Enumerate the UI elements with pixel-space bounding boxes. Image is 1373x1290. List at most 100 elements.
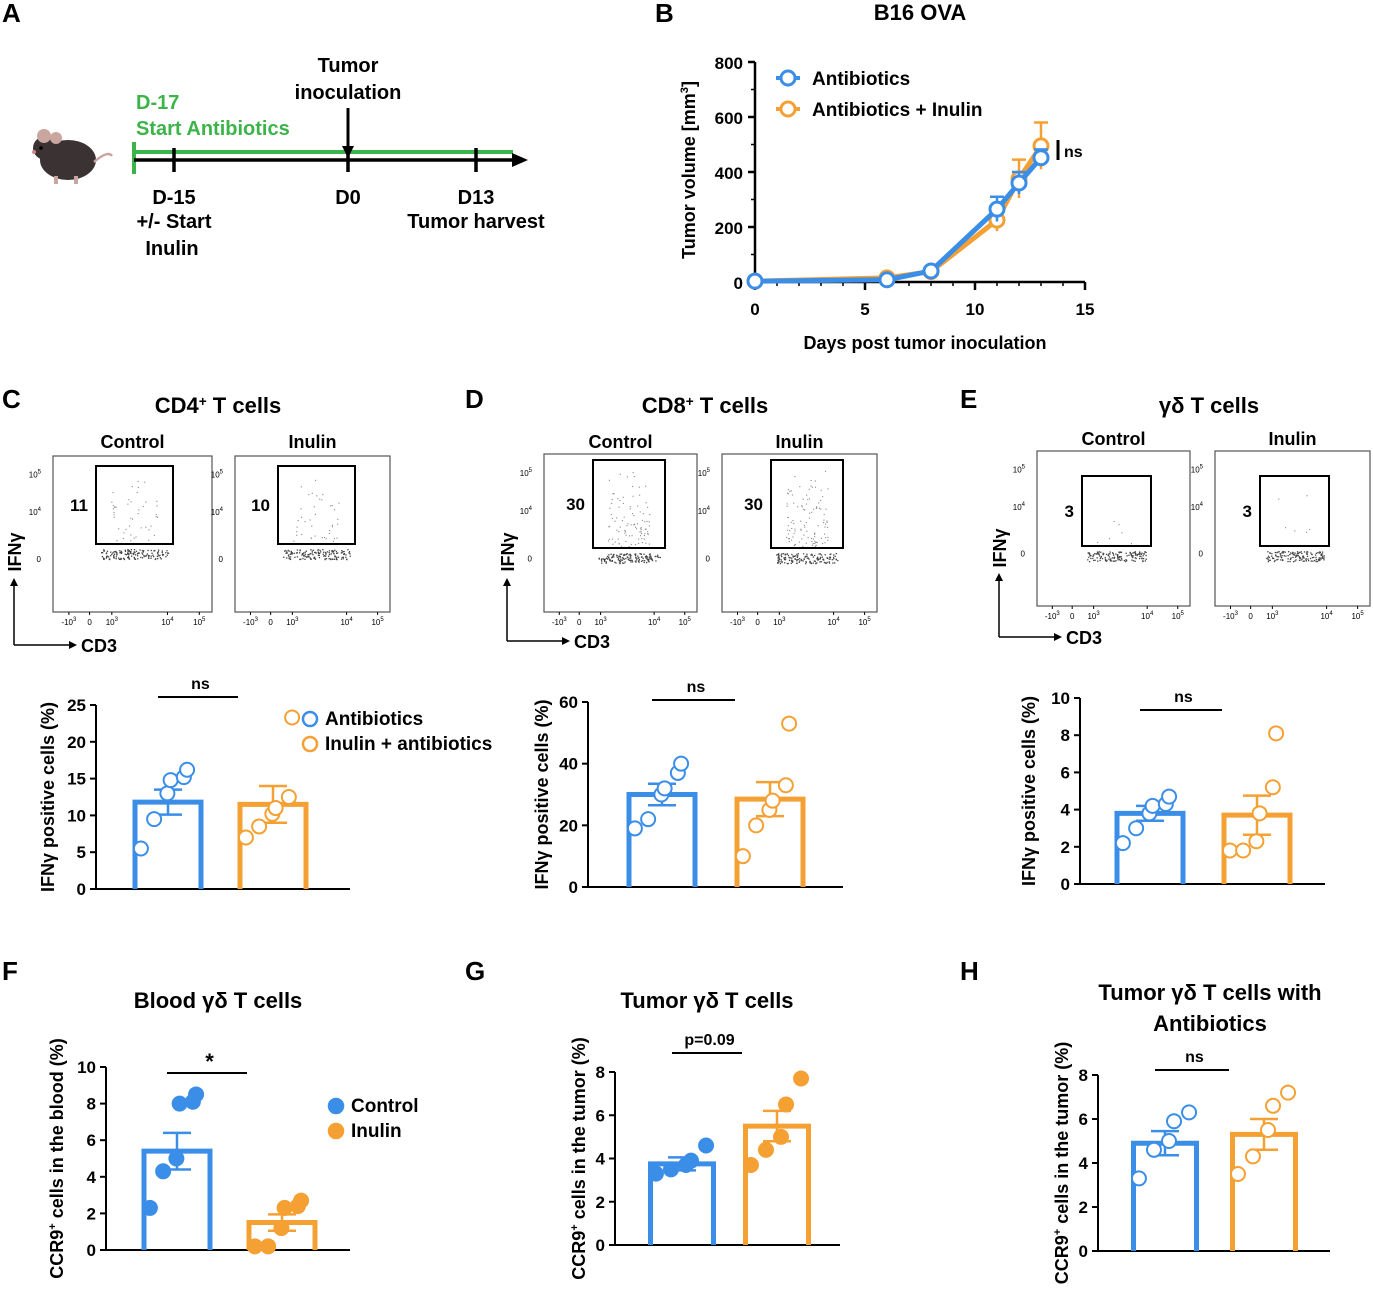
- flow-x-tick-label: 105: [371, 617, 384, 627]
- flow-event: [796, 556, 799, 558]
- flow-y-tick-label: 104: [1013, 502, 1026, 512]
- flow-event: [649, 514, 651, 516]
- x-tick-label: 15: [1076, 300, 1095, 319]
- flow-event: [1120, 557, 1123, 560]
- flow-event: [132, 553, 135, 556]
- flow-event: [794, 558, 796, 560]
- flow-event: [1302, 560, 1304, 562]
- flow-event: [1280, 559, 1282, 561]
- flow-event: [787, 492, 789, 494]
- flow-event: [1142, 557, 1145, 560]
- flow-event: [1130, 552, 1132, 555]
- flow-event: [1115, 560, 1117, 562]
- flow-event: [624, 529, 626, 532]
- y-axis-label: Tumor volume [mm3]: [679, 81, 699, 259]
- flow-event: [161, 550, 163, 552]
- flow-event: [823, 519, 825, 521]
- flow-event: [287, 549, 289, 552]
- flow-event: [642, 559, 644, 562]
- flow-event: [643, 560, 646, 562]
- flow-event: [165, 556, 167, 558]
- flow-event: [1281, 552, 1283, 554]
- flow-event: [781, 555, 783, 558]
- flow-event: [325, 553, 327, 556]
- y-tick-label: 8: [87, 1095, 96, 1114]
- flow-event: [1305, 553, 1308, 555]
- flow-event: [307, 554, 309, 556]
- flow-event: [1110, 558, 1112, 560]
- flow-event: [144, 481, 146, 483]
- flow-event: [808, 558, 810, 560]
- flow-event: [648, 521, 650, 523]
- flow-event: [634, 553, 636, 555]
- flow-event: [598, 557, 600, 559]
- flow-event: [643, 561, 645, 564]
- legend-label: Inulin: [351, 1121, 402, 1142]
- flow-event: [332, 540, 335, 542]
- flow-event: [659, 556, 661, 559]
- flow-event: [121, 552, 123, 554]
- flow-event: [604, 558, 606, 560]
- data-point: [179, 761, 196, 778]
- tumor-harvest-label: Tumor harvest: [407, 211, 545, 233]
- flow-event: [781, 553, 783, 555]
- flow-event: [1289, 553, 1291, 556]
- flow-event: [1307, 558, 1309, 560]
- flow-event: [619, 553, 621, 555]
- flow-event: [791, 494, 793, 496]
- flow-event: [337, 518, 339, 520]
- flow-event: [1114, 560, 1116, 562]
- flow-event: [314, 557, 316, 560]
- data-point: [159, 785, 176, 802]
- flow-event: [794, 543, 797, 545]
- data-point: [1181, 1104, 1198, 1121]
- flow-event: [825, 523, 827, 525]
- flow-event: [1299, 557, 1301, 559]
- flow-y-tick-label: 105: [520, 468, 533, 478]
- flow-event: [106, 550, 109, 553]
- flow-event: [811, 541, 813, 543]
- flow-event: [644, 528, 646, 530]
- flow-event: [642, 513, 644, 515]
- flow-event: [1126, 555, 1128, 557]
- flow-event: [778, 554, 780, 557]
- flow-event: [310, 558, 312, 560]
- flow-event: [620, 558, 622, 560]
- y-tick-label: 4: [596, 1150, 606, 1169]
- flow-event: [1132, 560, 1135, 562]
- flow-event: [1283, 551, 1285, 553]
- y-tick-label: 6: [1061, 763, 1070, 782]
- bar: [1230, 1131, 1298, 1251]
- flow-event: [1117, 559, 1119, 561]
- flow-y-tick-label: 105: [29, 470, 42, 480]
- flow-event: [787, 529, 789, 531]
- flow-event: [815, 541, 817, 543]
- tumor-label-1: Tumor: [318, 55, 379, 77]
- flow-event: [818, 502, 820, 504]
- flow-event: [1310, 552, 1312, 554]
- flow-event: [1320, 554, 1322, 557]
- flow-event: [131, 486, 133, 488]
- flow-event: [286, 557, 288, 559]
- flow-event: [137, 480, 139, 482]
- flow-event: [315, 479, 317, 481]
- y-tick-label: 4: [87, 1168, 97, 1187]
- flow-y-tick-label: 0: [706, 554, 711, 563]
- flow-event: [335, 558, 338, 560]
- flow-event: [133, 552, 135, 555]
- flow-event: [805, 561, 808, 563]
- flow-panel-cd4: CD4+ T cells Control 11 -103 0 103 104 105 105 10…: [5, 393, 391, 656]
- data-point: [155, 1163, 172, 1180]
- y-tick-label: 5: [77, 843, 86, 862]
- flow-event: [635, 526, 637, 528]
- flow-event: [331, 550, 333, 552]
- flow-event: [102, 557, 105, 559]
- flow-event: [622, 556, 624, 559]
- flow-event: [826, 557, 828, 559]
- flow-event: [1121, 559, 1123, 561]
- flow-event: [829, 556, 832, 558]
- flow-event: [142, 553, 144, 555]
- flow-event: [134, 554, 137, 556]
- flow-x-tick-label: 104: [648, 617, 661, 627]
- flow-event: [157, 552, 159, 554]
